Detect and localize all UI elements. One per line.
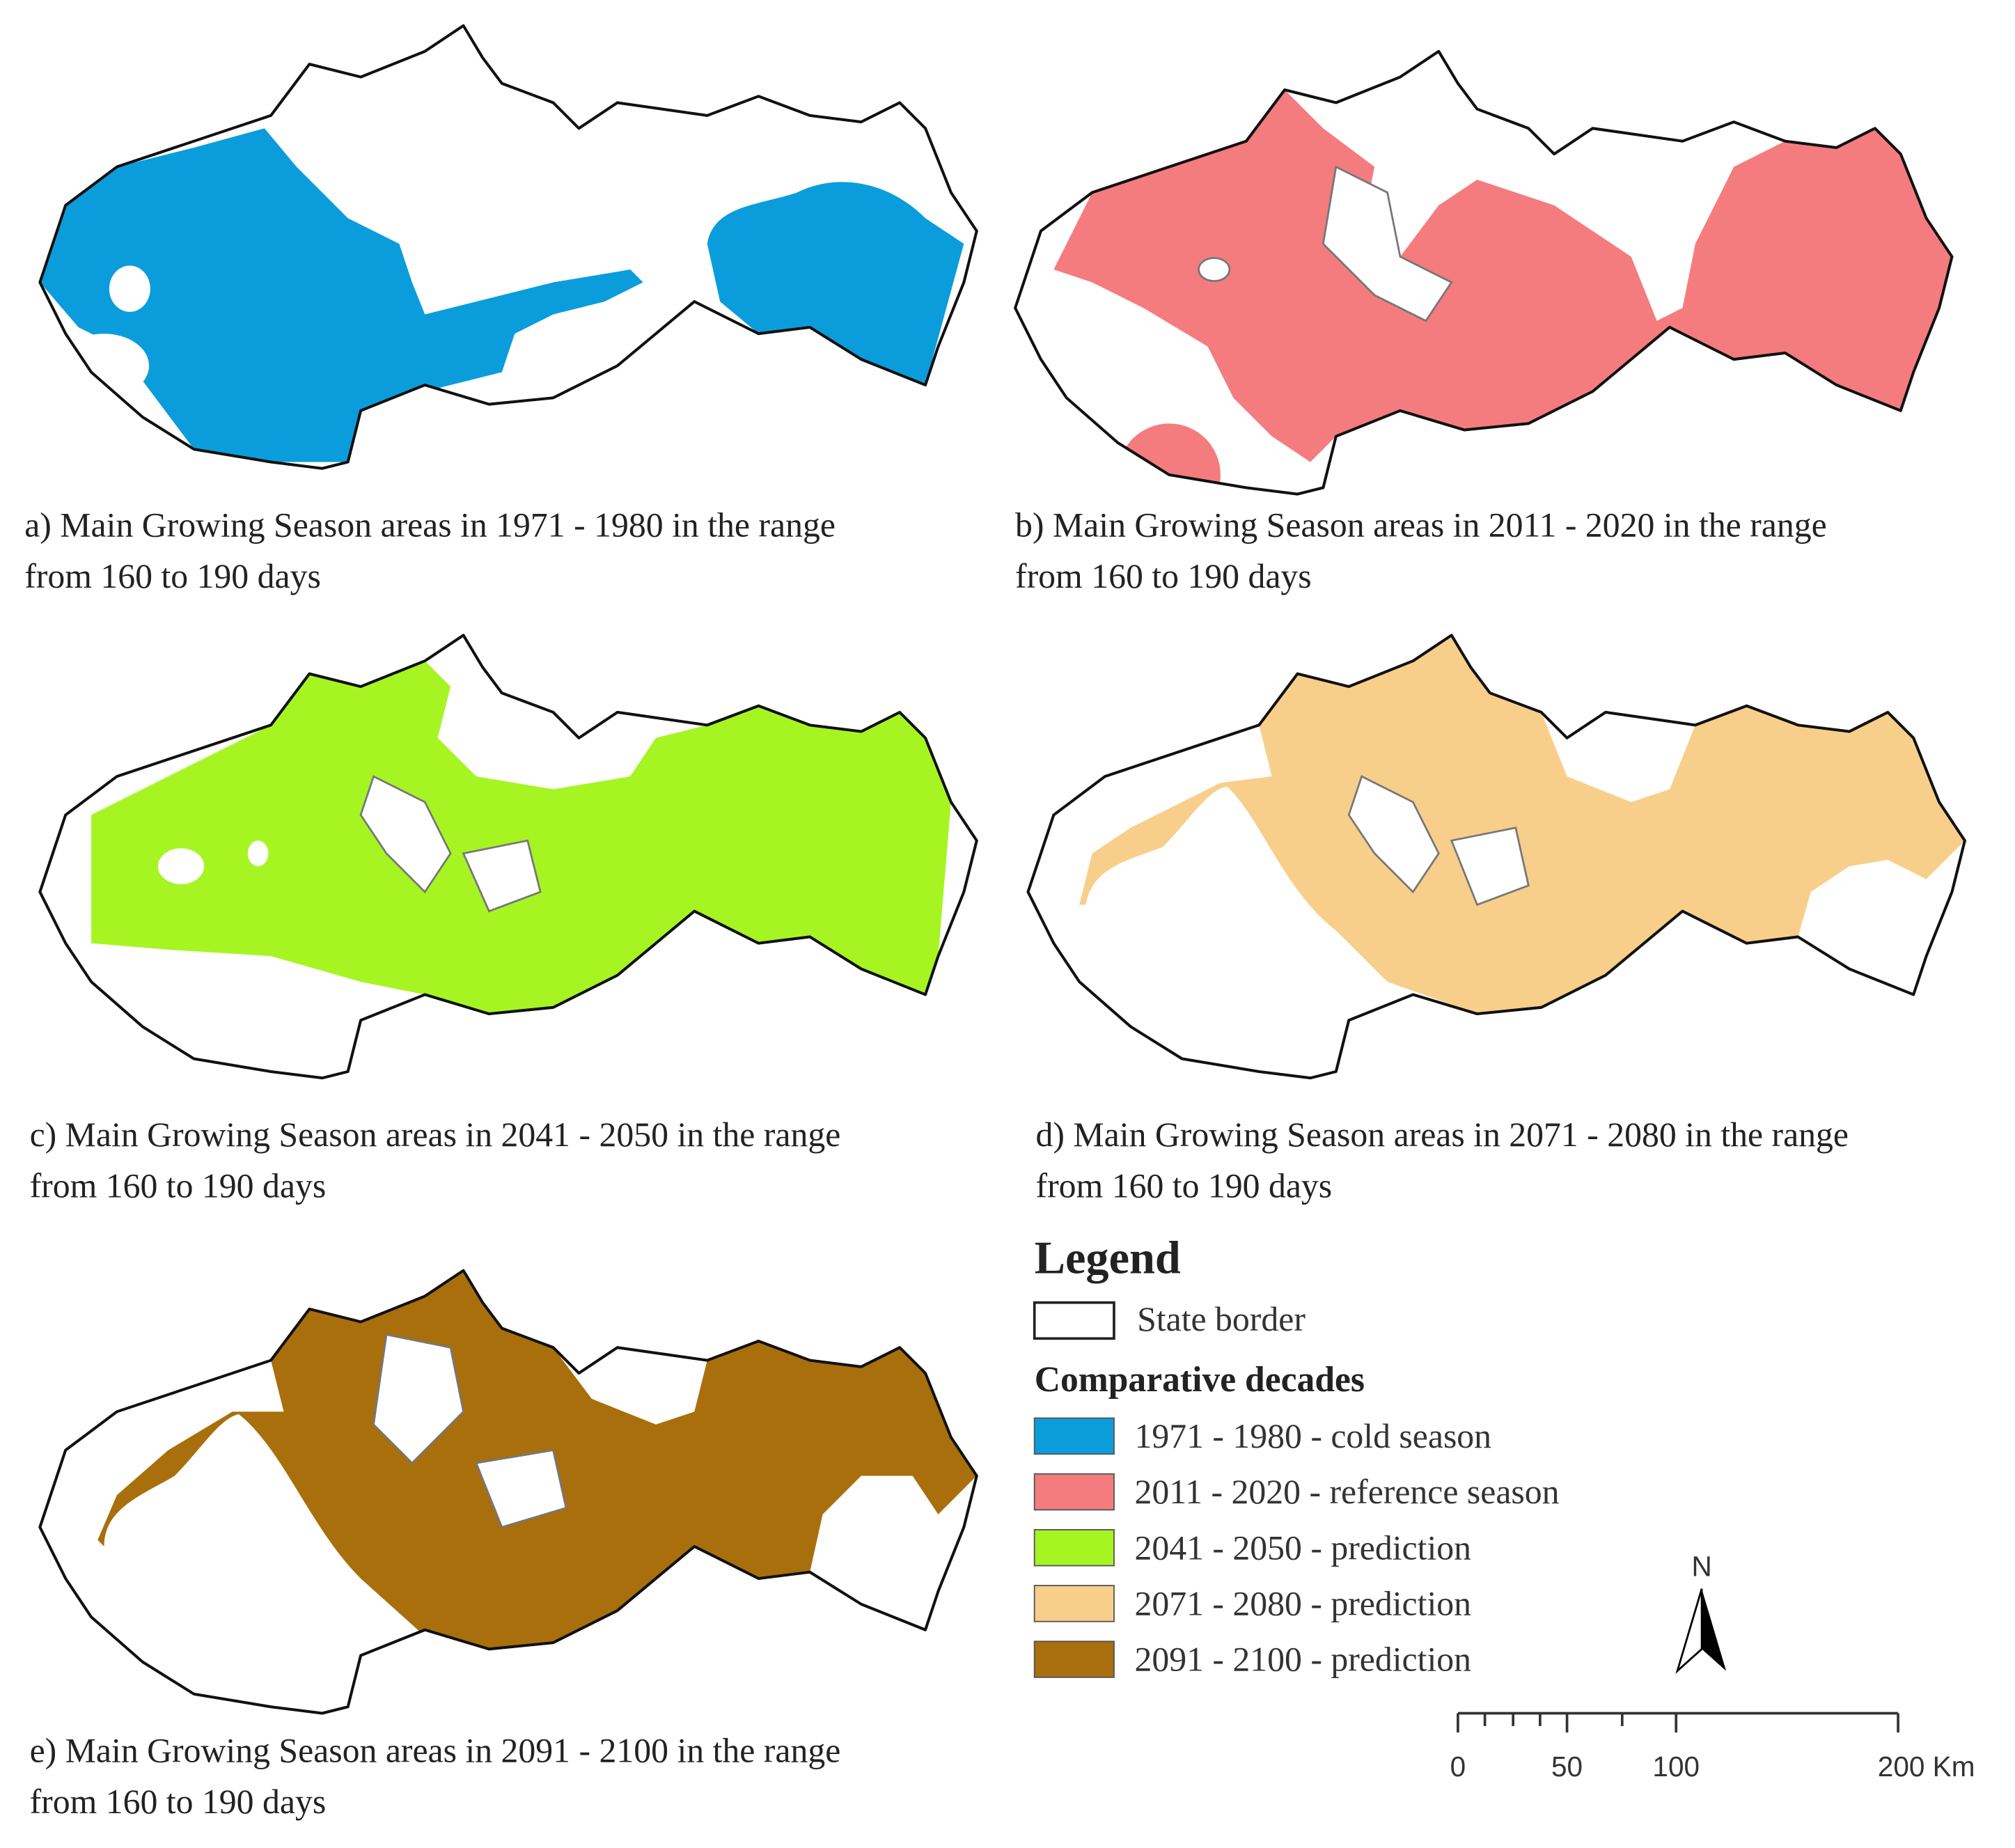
gap bbox=[373, 1333, 465, 1465]
caption: from 160 to 190 days bbox=[24, 557, 321, 595]
scale-label: 100 bbox=[1652, 1751, 1700, 1783]
legend: Legend State border Comparative decades … bbox=[1033, 1232, 1560, 1679]
legend-swatch bbox=[1033, 1473, 1115, 1511]
legend-swatch bbox=[1033, 1417, 1115, 1455]
north-arrow: N bbox=[1675, 1550, 1727, 1674]
legend-items: 1971 - 1980 - cold season 2011 - 2020 - r… bbox=[1033, 1417, 1560, 1679]
legend-swatch bbox=[1033, 1641, 1115, 1678]
gap bbox=[1322, 165, 1453, 322]
legend-swatch bbox=[1033, 1585, 1115, 1622]
gap bbox=[1198, 257, 1231, 283]
legend-title: Legend bbox=[1035, 1232, 1181, 1283]
season-area bbox=[1053, 90, 1952, 462]
map-panel-c bbox=[40, 635, 976, 1078]
scale-label: 0 bbox=[1450, 1751, 1466, 1783]
map-panel-a bbox=[40, 26, 976, 469]
caption: from 160 to 190 days bbox=[30, 1783, 327, 1821]
scale-bar: 0 50 100 200 Km bbox=[1450, 1712, 1975, 1783]
map-panel-b bbox=[1015, 52, 1952, 526]
gap bbox=[475, 1449, 567, 1528]
caption: from 160 to 190 days bbox=[1036, 1167, 1333, 1205]
gap bbox=[359, 775, 452, 894]
legend-label: 2071 - 2080 - prediction bbox=[1134, 1584, 1471, 1622]
legend-label: 1971 - 1980 - cold season bbox=[1134, 1417, 1491, 1455]
legend-section: Comparative decades bbox=[1035, 1360, 1365, 1400]
arrow-half bbox=[1702, 1588, 1727, 1671]
scale-label: 200 Km bbox=[1878, 1751, 1975, 1783]
caption: c) Main Growing Season areas in 2041 - 2… bbox=[30, 1115, 841, 1154]
map-panel-e bbox=[40, 1271, 976, 1714]
gap bbox=[1347, 775, 1440, 894]
gap bbox=[247, 840, 269, 867]
caption: from 160 to 190 days bbox=[1015, 557, 1312, 595]
gap bbox=[157, 848, 205, 884]
border-swatch bbox=[1033, 1301, 1115, 1340]
legend-swatch bbox=[1033, 1529, 1115, 1567]
scale-label: 50 bbox=[1551, 1751, 1583, 1783]
legend-label: State border bbox=[1137, 1300, 1306, 1338]
legend-label: 2091 - 2100 - prediction bbox=[1134, 1641, 1471, 1679]
legend-label: 2041 - 2050 - prediction bbox=[1134, 1528, 1471, 1567]
gap bbox=[462, 839, 542, 913]
caption: d) Main Growing Season areas in 2071 - 2… bbox=[1036, 1115, 1849, 1154]
season-area bbox=[707, 182, 964, 385]
map-panel-d bbox=[1028, 635, 1964, 1078]
season-area bbox=[40, 128, 643, 462]
legend-label: 2011 - 2020 - reference season bbox=[1134, 1473, 1559, 1511]
caption: a) Main Growing Season areas in 1971 - 1… bbox=[24, 506, 836, 544]
arrow-half bbox=[1675, 1588, 1703, 1674]
caption: e) Main Growing Season areas in 2091 - 2… bbox=[30, 1732, 841, 1770]
season-area bbox=[1079, 635, 1965, 1015]
scale-ticks bbox=[1457, 1713, 1899, 1733]
north-label: N bbox=[1691, 1550, 1711, 1582]
caption: b) Main Growing Season areas in 2011 - 2… bbox=[1015, 506, 1827, 544]
gap bbox=[1450, 827, 1530, 907]
season-area bbox=[91, 661, 951, 1015]
caption: from 160 to 190 days bbox=[30, 1167, 327, 1205]
gap bbox=[109, 265, 150, 312]
